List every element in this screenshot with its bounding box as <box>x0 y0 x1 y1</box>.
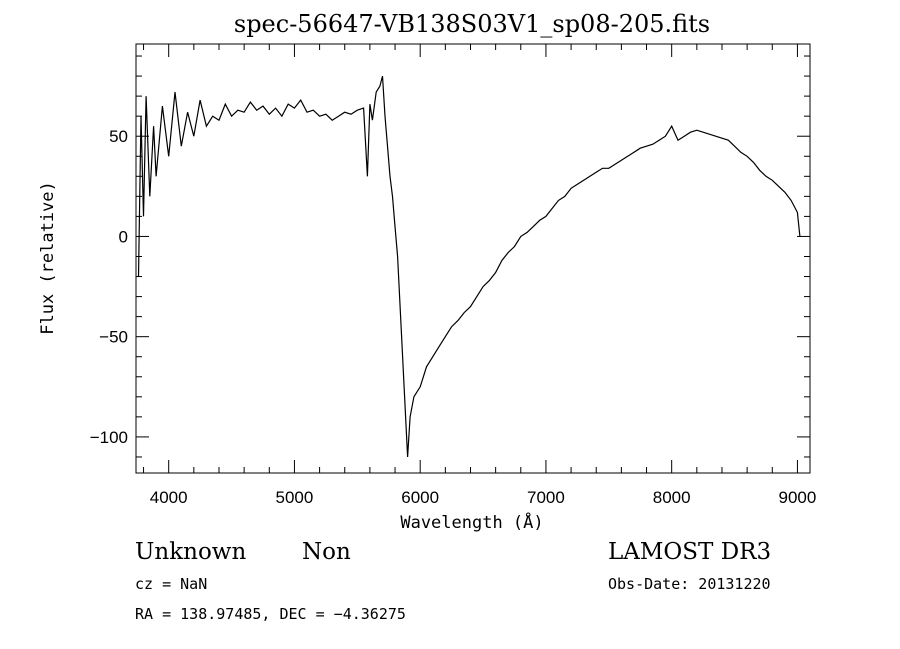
x-axis-label: Wavelength (Å) <box>400 511 543 533</box>
x-tick-label: 7000 <box>527 488 565 507</box>
x-axis-ticks: 4000 5000 6000 7000 8000 9000 <box>143 44 817 507</box>
y-tick-label: 50 <box>109 127 128 146</box>
y-tick-label: −50 <box>99 328 128 347</box>
cz-readout: cz = NaN <box>135 575 207 593</box>
plot-border <box>135 43 811 474</box>
spectrum-line <box>137 75 801 458</box>
y-tick-label: 0 <box>119 227 128 246</box>
x-tick-label: 6000 <box>401 488 439 507</box>
y-axis-label: Flux (relative) <box>38 181 58 335</box>
x-tick-label: 5000 <box>276 488 314 507</box>
x-tick-label: 8000 <box>653 488 691 507</box>
class-label: Unknown <box>135 539 246 565</box>
plot-frame <box>135 43 811 474</box>
subclass-label: Non <box>302 539 351 565</box>
chart-title: spec-56647-VB138S03V1_sp08-205.fits <box>234 10 710 38</box>
obs-date: Obs-Date: 20131220 <box>608 575 771 593</box>
survey-label: LAMOST DR3 <box>608 539 771 565</box>
radec-readout: RA = 138.97485, DEC = −4.36275 <box>135 605 406 623</box>
y-tick-label: −100 <box>90 428 128 447</box>
x-tick-label: 9000 <box>779 488 817 507</box>
x-tick-label: 4000 <box>150 488 188 507</box>
